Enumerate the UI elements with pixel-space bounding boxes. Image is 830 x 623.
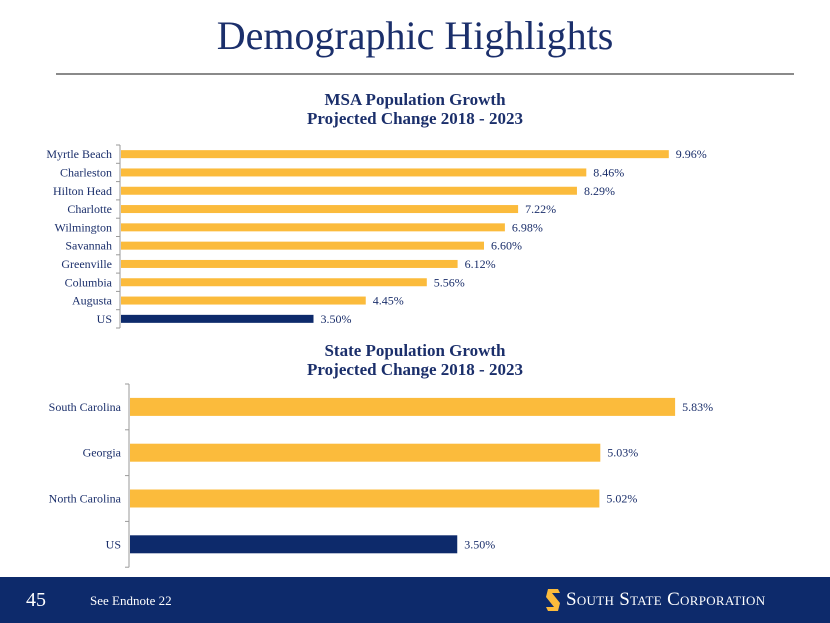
chart0-bar [121,241,484,250]
chart0-value-label: 3.50% [321,312,352,326]
chart0-value-label: 9.96% [676,147,707,161]
chart0-category-label: Wilmington [54,220,112,234]
chart1-value-label: 5.83% [682,400,713,414]
chart0-category-label: Hilton Head [53,184,112,198]
chart0-bar [121,168,587,177]
chart0-value-label: 4.45% [373,294,404,308]
chart1-value-label: 3.50% [464,537,495,551]
chart0-bar [121,205,519,214]
chart0-bar [121,278,427,287]
chart0-value-label: 7.22% [525,202,556,216]
chart0-category-label: Columbia [65,275,113,289]
chart0-bar [121,223,505,232]
chart1-category-label: North Carolina [49,492,122,506]
chart0-category-label: Myrtle Beach [46,147,112,161]
chart0-value-label: 8.29% [584,184,615,198]
chart0-value-label: 6.60% [491,239,522,253]
chart0-bar [121,259,458,268]
state-chart-title-line1: State Population Growth [324,341,506,360]
msa-chart-subtitle: Projected Change 2018 - 2023 [307,109,523,128]
chart0-category-label: Charleston [60,165,112,179]
state-chart-subtitle: Projected Change 2018 - 2023 [307,360,523,379]
chart0-bar [121,150,669,159]
chart1-bar [130,397,676,416]
chart0-value-label: 8.46% [593,165,624,179]
chart1-category-label: Georgia [83,446,122,460]
chart0-bar [121,186,577,195]
chart0-value-label: 5.56% [434,275,465,289]
chart0-category-label: Savannah [65,239,112,253]
chart0-value-label: 6.12% [465,257,496,271]
chart1-category-label: US [106,537,121,551]
chart0-bar [121,296,366,305]
chart0-bar [121,314,314,323]
company-logo: South State Corporation [544,585,814,615]
chart0-value-label: 6.98% [512,220,543,234]
chart0-category-label: Augusta [72,294,113,308]
state-chart-title: State Population Growth Projected Change… [0,341,830,379]
logo-text: South State Corporation [566,589,766,610]
chart1-bar [130,489,600,508]
chart0-category-label: US [97,312,112,326]
chart1-category-label: South Carolina [49,400,122,414]
chart0-category-label: Greenville [61,257,112,271]
chart1-bar [130,443,601,462]
endnote-text: See Endnote 22 [90,593,172,608]
logo-mark-icon [546,589,560,611]
chart1-bar [130,535,458,554]
page-title: Demographic Highlights [216,13,614,58]
msa-chart-title: MSA Population Growth Projected Change 2… [0,90,830,128]
charts-canvas: Myrtle Beach 9.96% Charleston 8.46% Hilton H… [46,144,713,568]
chart0-category-label: Charlotte [67,202,112,216]
page-number: 45 [26,589,46,611]
msa-chart-title-line1: MSA Population Growth [324,90,506,109]
chart1-value-label: 5.02% [606,492,637,506]
footer-bar: 45 See Endnote 22 South State Corporatio… [0,577,830,623]
title-divider [56,73,794,75]
chart1-value-label: 5.03% [607,446,638,460]
